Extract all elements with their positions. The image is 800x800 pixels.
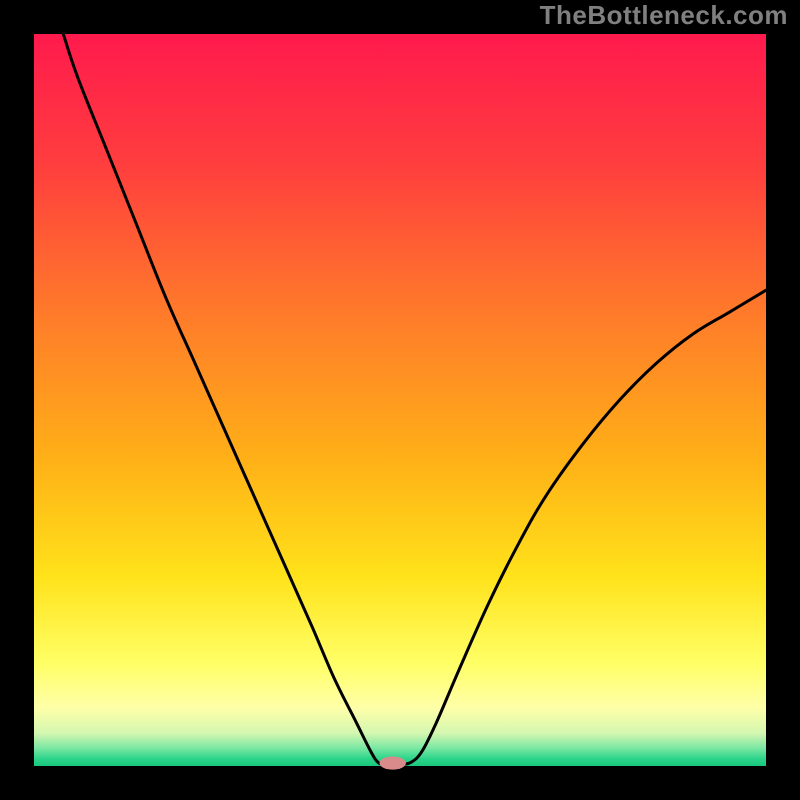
bottleneck-chart xyxy=(0,0,800,800)
minimum-marker xyxy=(380,756,406,769)
watermark-text: TheBottleneck.com xyxy=(540,0,788,31)
plot-background xyxy=(34,34,766,766)
chart-container: TheBottleneck.com xyxy=(0,0,800,800)
